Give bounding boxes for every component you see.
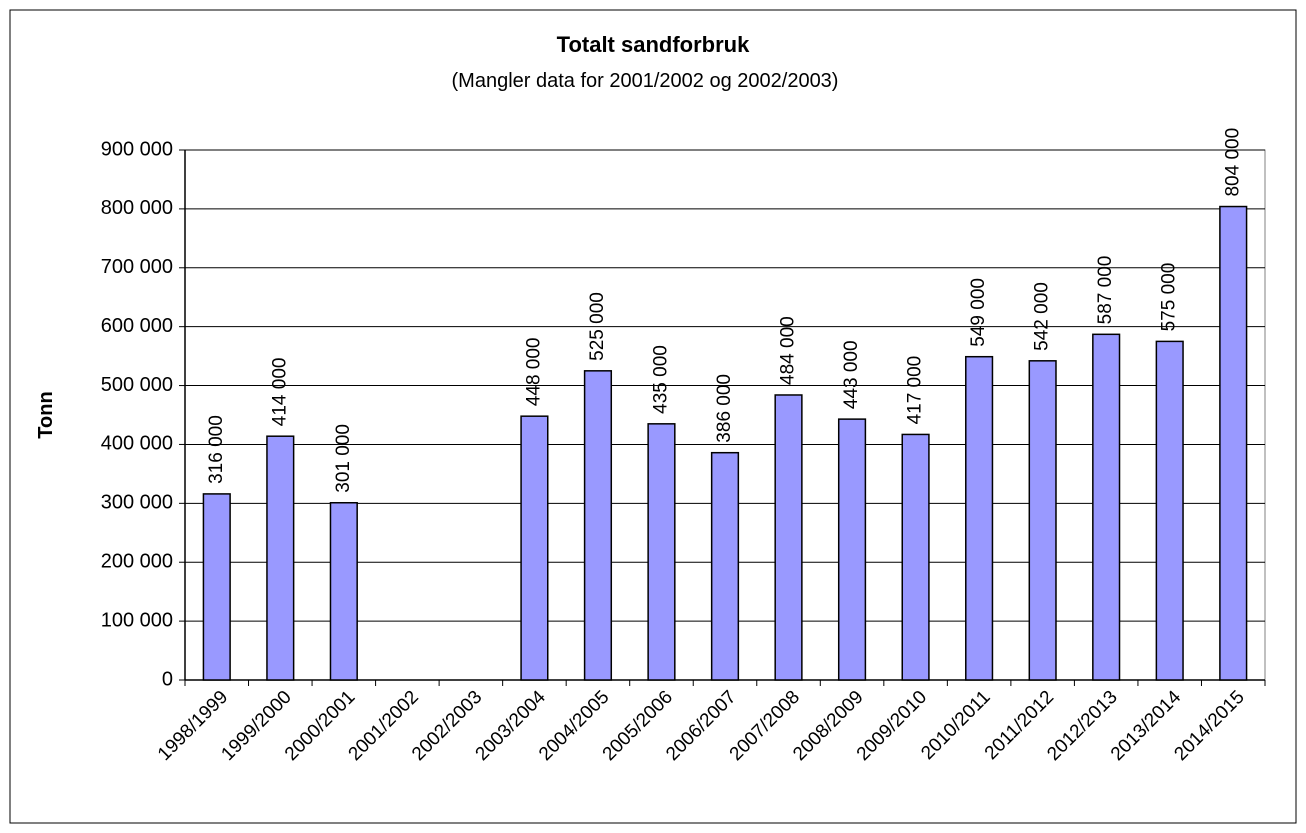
chart-title: Totalt sandforbruk bbox=[557, 32, 750, 57]
value-label: 417 000 bbox=[905, 356, 926, 425]
value-label: 443 000 bbox=[841, 340, 862, 409]
value-label: 542 000 bbox=[1032, 282, 1053, 351]
value-label: 804 000 bbox=[1222, 128, 1243, 197]
bar bbox=[837, 418, 867, 681]
value-label: 301 000 bbox=[333, 424, 354, 493]
y-axis-label: Tonn bbox=[35, 391, 57, 438]
value-label: 414 000 bbox=[269, 358, 290, 427]
value-label: 575 000 bbox=[1159, 263, 1180, 332]
y-tick-label: 400 000 bbox=[101, 433, 173, 455]
y-tick-label: 700 000 bbox=[101, 256, 173, 278]
bar bbox=[1028, 360, 1057, 681]
y-tick-label: 800 000 bbox=[101, 197, 173, 219]
chart-frame bbox=[9, 9, 1297, 824]
value-label: 549 000 bbox=[968, 278, 989, 347]
bar bbox=[774, 394, 803, 681]
y-tick-label: 0 bbox=[162, 668, 173, 690]
bar bbox=[520, 415, 549, 681]
bar bbox=[266, 435, 295, 681]
value-label: 484 000 bbox=[778, 316, 799, 385]
bar bbox=[965, 355, 994, 681]
bar bbox=[647, 423, 676, 681]
bar bbox=[583, 370, 613, 681]
bar bbox=[710, 451, 740, 681]
value-label: 525 000 bbox=[587, 292, 608, 361]
bar bbox=[901, 433, 930, 681]
y-tick-label: 100 000 bbox=[101, 609, 173, 631]
bar bbox=[202, 493, 231, 681]
chart-subtitle: (Mangler data for 2001/2002 og 2002/2003… bbox=[452, 70, 839, 92]
bar bbox=[1155, 340, 1184, 681]
value-label: 316 000 bbox=[206, 415, 227, 484]
value-label: 386 000 bbox=[714, 374, 735, 443]
y-tick-label: 200 000 bbox=[101, 551, 173, 573]
y-tick-label: 900 000 bbox=[101, 138, 173, 160]
y-tick-label: 600 000 bbox=[101, 315, 173, 337]
bar bbox=[1092, 333, 1121, 681]
value-label: 587 000 bbox=[1095, 256, 1116, 325]
value-label: 448 000 bbox=[523, 337, 544, 406]
bar bbox=[1219, 205, 1248, 681]
bar bbox=[329, 501, 358, 681]
y-tick-label: 500 000 bbox=[101, 374, 173, 396]
y-tick-label: 300 000 bbox=[101, 492, 173, 514]
value-label: 435 000 bbox=[650, 345, 671, 414]
